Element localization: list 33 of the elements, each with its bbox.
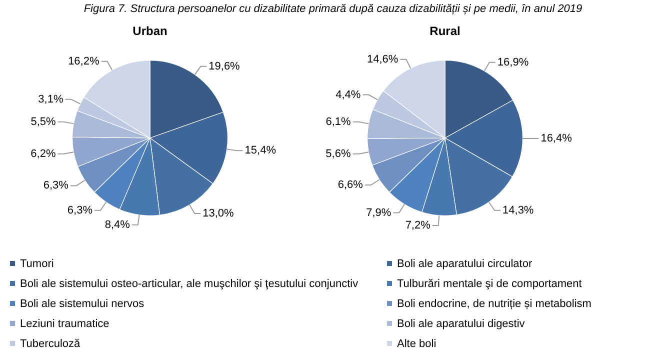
- data-label: 5,5%: [30, 116, 56, 128]
- data-label: 16,4%: [540, 132, 572, 145]
- slice-label: Rural: [428, 24, 462, 38]
- data-label: 7,9%: [366, 206, 392, 219]
- data-label: 5,6%: [326, 148, 351, 160]
- legend-label: Tuberculoză: [20, 338, 80, 349]
- data-label: 7,2%: [405, 219, 431, 232]
- data-label: 19,6%: [208, 60, 240, 72]
- data-label: 14,6%: [366, 53, 398, 66]
- data-label: 6,1%: [326, 116, 352, 128]
- data-label: 6,3%: [67, 204, 93, 216]
- data-label: 3,1%: [38, 93, 64, 106]
- chart-title: Figura 7. Structura persoanelor cu dizabilitate primară după cauza dizabilității și pe medii, în anul 2019: [82, 3, 584, 15]
- legend-label: Boli ale aparatului circulator: [397, 258, 532, 270]
- slice-label: Urban: [132, 24, 168, 38]
- data-label: 6,2%: [30, 148, 56, 160]
- data-label: 4,4%: [336, 88, 361, 101]
- data-label: 15,4%: [244, 144, 276, 157]
- data-label: 6,6%: [338, 179, 364, 192]
- legend-label: Boli ale sistemului osteo-articular, ale muşchilor şi ţesutului conjunctiv: [20, 278, 358, 290]
- data-label: 8,4%: [104, 218, 130, 231]
- data-label: 6,3%: [43, 180, 69, 192]
- legend-label: Tulburări mentale şi de comportament: [397, 278, 582, 290]
- legend-label: Boli ale sistemului nervos: [20, 298, 144, 310]
- data-label: 16,9%: [497, 56, 529, 68]
- legend-label: Boli ale aparatului digestiv: [397, 318, 525, 330]
- legend-label: Tumori: [20, 258, 54, 270]
- legend-label: Leziuni traumatice: [20, 318, 110, 330]
- data-label: 14,3%: [502, 204, 534, 216]
- data-label: 13,0%: [202, 208, 234, 220]
- legend-label: Boli endocrine, de nutriție și metabolism: [397, 298, 592, 310]
- legend-label: Alte boli: [397, 338, 436, 349]
- data-label: 16,2%: [68, 55, 100, 68]
